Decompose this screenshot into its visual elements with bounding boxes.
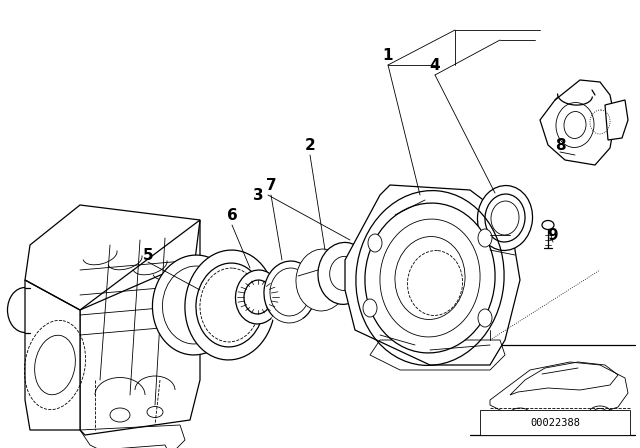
Text: 2: 2 (305, 138, 316, 152)
Text: 8: 8 (555, 138, 565, 152)
Ellipse shape (152, 255, 237, 355)
Ellipse shape (296, 249, 348, 311)
Ellipse shape (368, 234, 382, 252)
Text: 7: 7 (266, 177, 276, 193)
Text: 4: 4 (429, 57, 440, 73)
Polygon shape (80, 220, 200, 435)
Polygon shape (345, 185, 520, 365)
Ellipse shape (318, 242, 370, 304)
Text: 1: 1 (383, 47, 393, 63)
Ellipse shape (264, 261, 316, 323)
Polygon shape (605, 100, 628, 140)
Text: 00022388: 00022388 (530, 418, 580, 427)
Ellipse shape (185, 250, 275, 360)
Polygon shape (540, 80, 615, 165)
Ellipse shape (365, 203, 495, 353)
Text: 9: 9 (548, 228, 558, 242)
Text: 3: 3 (253, 188, 263, 202)
Text: 6: 6 (227, 207, 237, 223)
Text: 5: 5 (143, 247, 154, 263)
Ellipse shape (477, 185, 532, 250)
Ellipse shape (542, 220, 554, 229)
Bar (480, 410, 630, 435)
Ellipse shape (363, 299, 377, 317)
Ellipse shape (478, 309, 492, 327)
Polygon shape (25, 280, 80, 430)
Ellipse shape (244, 280, 272, 314)
Ellipse shape (236, 270, 280, 324)
Ellipse shape (478, 229, 492, 247)
